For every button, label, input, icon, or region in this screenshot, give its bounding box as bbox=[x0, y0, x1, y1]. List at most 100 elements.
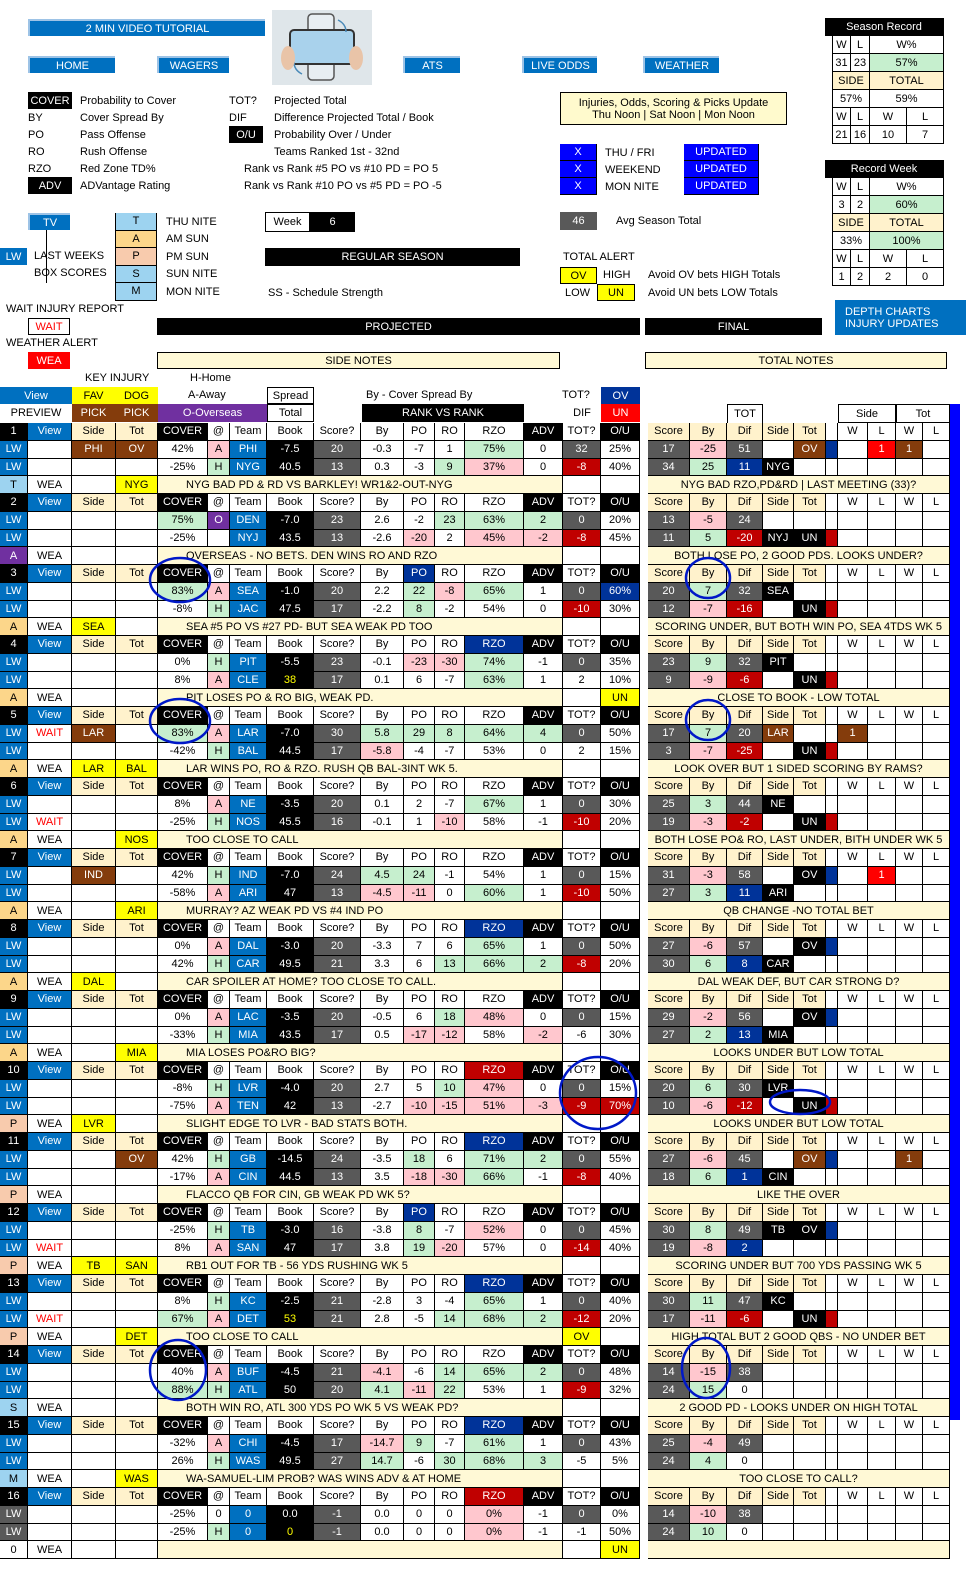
scrollbar[interactable] bbox=[950, 404, 960, 1420]
cover-value: -25% bbox=[158, 1221, 208, 1240]
box-scores-link[interactable]: BOX SCORES bbox=[34, 267, 107, 279]
last-week-button[interactable]: LW bbox=[0, 742, 28, 761]
schedule-tag: P bbox=[0, 1115, 28, 1133]
view-game-button[interactable]: View bbox=[28, 1275, 72, 1293]
ro-value: -7 bbox=[435, 1221, 465, 1240]
adv-value: 1 bbox=[524, 866, 563, 885]
last-week-button[interactable]: LW bbox=[0, 1079, 28, 1098]
view-game-button[interactable]: View bbox=[28, 1417, 72, 1435]
preview-link[interactable]: PREVIEW bbox=[10, 407, 62, 419]
view-game-button[interactable]: View bbox=[28, 636, 72, 654]
week-number[interactable]: 6 bbox=[310, 212, 355, 232]
final-score: 14 bbox=[648, 1505, 690, 1524]
ro-value: 6 bbox=[435, 937, 465, 956]
view-game-button[interactable]: View bbox=[28, 707, 72, 725]
last-week-button[interactable]: LW bbox=[0, 795, 28, 814]
last-week-button[interactable]: LW bbox=[0, 866, 28, 885]
last-week-button[interactable]: LW bbox=[0, 937, 28, 956]
last-week-button[interactable]: LW bbox=[0, 1292, 28, 1311]
high-label: HIGH bbox=[603, 269, 631, 281]
depth-charts-label[interactable]: DEPTH CHARTS bbox=[845, 305, 931, 318]
final-flag-header bbox=[826, 1275, 838, 1293]
last-week-button[interactable]: LW bbox=[0, 955, 28, 974]
view-game-button[interactable]: View bbox=[28, 1346, 72, 1364]
last-week-button[interactable]: LW bbox=[0, 1363, 28, 1382]
rzo-header: RZO bbox=[465, 1062, 524, 1080]
nav-home[interactable]: HOME bbox=[28, 56, 115, 73]
last-week-button[interactable]: LW bbox=[0, 1168, 28, 1187]
final-tw bbox=[896, 813, 923, 832]
final-sl bbox=[868, 511, 896, 530]
last-week-button[interactable]: LW bbox=[0, 529, 28, 548]
total-pick bbox=[116, 458, 158, 477]
last-week-button[interactable]: LW bbox=[0, 1150, 28, 1169]
key-injury-dog: WAS bbox=[116, 1470, 158, 1488]
po-header: PO bbox=[404, 1133, 435, 1151]
video-tutorial-button[interactable]: 2 MIN VIDEO TUTORIAL bbox=[28, 19, 265, 36]
view-game-button[interactable]: View bbox=[28, 778, 72, 796]
view-game-button[interactable]: View bbox=[28, 1133, 72, 1151]
total-pick bbox=[116, 724, 158, 743]
season-record-cell: L bbox=[851, 108, 870, 126]
final-sl: 1 bbox=[868, 440, 896, 459]
last-week-button[interactable]: LW bbox=[0, 653, 28, 672]
view-game-button[interactable]: View bbox=[28, 849, 72, 867]
last-week-button[interactable]: LW bbox=[0, 1221, 28, 1240]
season-record-cell: W% bbox=[870, 36, 944, 54]
last-week-button[interactable]: LW bbox=[0, 1026, 28, 1045]
final-sw bbox=[838, 1292, 868, 1311]
last-week-button[interactable]: LW bbox=[0, 1097, 28, 1116]
view-game-button[interactable]: View bbox=[28, 423, 72, 441]
last-week-button[interactable]: LW bbox=[0, 600, 28, 619]
last-week-button[interactable]: LW bbox=[0, 884, 28, 903]
last-week-button[interactable]: LW bbox=[0, 1452, 28, 1471]
last-week-button[interactable]: LW bbox=[0, 1434, 28, 1453]
by-value: 2.2 bbox=[361, 582, 404, 601]
last-week-button[interactable]: LW bbox=[0, 1523, 28, 1542]
view-game-button[interactable]: View bbox=[28, 991, 72, 1009]
nav-live-odds[interactable]: LIVE ODDS bbox=[522, 56, 597, 73]
tv-button[interactable]: TV bbox=[28, 213, 70, 230]
last-week-button[interactable]: LW bbox=[0, 724, 28, 743]
update-schedule-box: Injuries, Odds, Scoring & Picks Update T… bbox=[560, 92, 787, 125]
view-game-button[interactable]: View bbox=[28, 920, 72, 938]
lw-badge[interactable]: LW bbox=[0, 248, 27, 265]
final-tw bbox=[896, 1381, 923, 1400]
last-week-button[interactable]: LW bbox=[0, 440, 28, 459]
team-value: TEN bbox=[230, 1097, 267, 1116]
totq-value: -8 bbox=[563, 458, 601, 477]
view-game-button[interactable]: View bbox=[28, 1062, 72, 1080]
nav-weather[interactable]: WEATHER bbox=[643, 56, 719, 73]
last-week-button[interactable]: LW bbox=[0, 582, 28, 601]
view-game-button[interactable]: View bbox=[28, 1488, 72, 1506]
totq-value: 2 bbox=[563, 742, 601, 761]
nav-ats[interactable]: ATS bbox=[403, 56, 460, 73]
final-flag-header bbox=[826, 707, 838, 725]
last-week-button[interactable]: LW bbox=[0, 458, 28, 477]
last-week-button[interactable]: LW bbox=[0, 813, 28, 832]
final-side-header: Side bbox=[763, 1275, 794, 1293]
po-value: 5 bbox=[404, 1079, 435, 1098]
total-pick bbox=[116, 1452, 158, 1471]
depth-charts-button[interactable]: DEPTH CHARTS INJURY UPDATES bbox=[835, 300, 966, 335]
last-weeks-link[interactable]: LAST WEEKS bbox=[34, 250, 105, 262]
last-week-button[interactable]: LW bbox=[0, 1239, 28, 1258]
last-week-button[interactable]: LW bbox=[0, 511, 28, 530]
rzo-value: 51% bbox=[465, 1097, 524, 1116]
view-game-button[interactable]: View bbox=[28, 565, 72, 583]
ou-header: O/U bbox=[601, 849, 640, 867]
view-game-button[interactable]: View bbox=[28, 494, 72, 512]
last-week-button[interactable]: LW bbox=[0, 1381, 28, 1400]
injury-updates-label[interactable]: INJURY UPDATES bbox=[845, 317, 939, 330]
final-tw bbox=[896, 1239, 923, 1258]
at-header: @ bbox=[208, 849, 230, 867]
book-value: 47.5 bbox=[267, 600, 314, 619]
last-week-button[interactable]: LW bbox=[0, 1008, 28, 1027]
last-week-button[interactable]: LW bbox=[0, 671, 28, 690]
last-week-button[interactable]: LW bbox=[0, 1505, 28, 1524]
nav-wagers[interactable]: WAGERS bbox=[157, 56, 229, 73]
ou-value: 15% bbox=[601, 1008, 640, 1027]
last-week-button[interactable]: LW bbox=[0, 1310, 28, 1329]
view-game-button[interactable]: View bbox=[28, 1204, 72, 1222]
view-all-button[interactable]: View bbox=[0, 387, 72, 404]
